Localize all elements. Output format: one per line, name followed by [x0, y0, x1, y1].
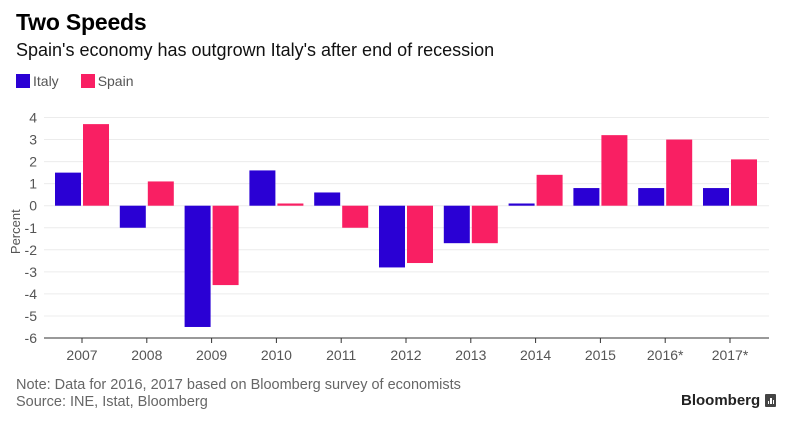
x-tick-label: 2010 [261, 347, 292, 363]
bar-chart-icon [765, 394, 777, 407]
bar-italy-2009 [184, 205, 211, 327]
bar-spain-2015 [601, 135, 628, 206]
bar-italy-2007 [55, 172, 81, 206]
y-tick-label: 1 [29, 176, 37, 192]
bar-italy-2011 [314, 192, 341, 206]
x-tick-label: 2014 [520, 347, 551, 363]
bar-spain-2008 [147, 181, 174, 206]
y-tick-label: -6 [25, 330, 38, 346]
bar-italy-2015 [573, 188, 600, 206]
y-tick-label: 0 [29, 198, 37, 214]
bar-spain-2011 [342, 205, 369, 228]
y-tick-label: 2 [29, 154, 37, 170]
bar-spain-2009 [212, 205, 239, 286]
bar-spain-2010 [277, 203, 304, 206]
x-tick-label: 2012 [390, 347, 421, 363]
legend-swatch-italy [16, 74, 30, 88]
legend-item-italy: Italy [16, 73, 59, 89]
x-tick-label: 2007 [66, 347, 97, 363]
bar-spain-2017 [731, 159, 757, 206]
footnotes: Note: Data for 2016, 2017 based on Bloom… [16, 377, 461, 411]
x-tick-label: 2017* [712, 347, 749, 363]
bar-spain-2012 [407, 205, 433, 264]
legend-item-spain: Spain [80, 73, 134, 89]
bar-spain-2013 [471, 205, 498, 244]
bar-italy-2016 [638, 188, 665, 206]
x-tick-label: 2008 [131, 347, 162, 363]
bar-italy-2010 [249, 170, 276, 206]
bloomberg-logo: Bloomberg [681, 392, 777, 409]
x-tick-label: 2011 [326, 347, 356, 363]
y-tick-label: -4 [25, 286, 38, 302]
y-axis-label: Percent [8, 209, 23, 254]
bar-spain-2016 [666, 139, 693, 206]
bar-italy-2017 [703, 188, 729, 206]
bar-spain-2007 [83, 124, 109, 206]
x-tick-label: 2016* [647, 347, 684, 363]
x-tick-label: 2013 [455, 347, 486, 363]
bars [55, 124, 757, 327]
x-tick-label: 2009 [196, 347, 227, 363]
y-tick-label: 4 [29, 110, 37, 126]
legend-label-spain: Spain [97, 73, 134, 89]
y-tick-label: -2 [25, 242, 38, 258]
y-axis-ticks: 4 3 2 1 0 -1 -2 -3 -4 -5 -6 [25, 110, 38, 347]
bar-italy-2013 [443, 205, 470, 244]
brand-name: Bloomberg [681, 392, 761, 409]
gridlines [44, 117, 769, 317]
bar-italy-2008 [119, 205, 146, 228]
bar-italy-2014 [508, 203, 535, 206]
y-tick-label: -3 [25, 264, 38, 280]
x-tick-label: 2015 [585, 347, 616, 363]
legend: Italy Spain [16, 73, 156, 89]
legend-swatch-spain [80, 74, 95, 88]
x-axis: 2007 2008 2009 2010 2011 2012 2013 2014 2015 2016… [44, 337, 769, 363]
bar-italy-2012 [379, 205, 405, 268]
y-tick-label: 3 [29, 132, 37, 148]
y-tick-label: -1 [25, 220, 38, 236]
bar-spain-2014 [536, 174, 563, 206]
legend-label-italy: Italy [33, 73, 59, 89]
y-tick-label: -5 [25, 308, 38, 324]
chart-subtitle: Spain's economy has outgrown Italy's aft… [16, 40, 495, 60]
chart-title: Two Speeds [16, 9, 147, 35]
source-text: Source: INE, Istat, Bloomberg [16, 394, 208, 410]
note-text: Note: Data for 2016, 2017 based on Bloom… [16, 377, 461, 393]
